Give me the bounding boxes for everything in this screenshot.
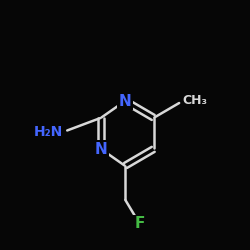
Text: H₂N: H₂N — [33, 125, 62, 139]
Text: F: F — [134, 216, 144, 231]
Text: N: N — [94, 142, 108, 156]
Text: CH₃: CH₃ — [182, 94, 208, 108]
Text: N: N — [119, 94, 132, 108]
